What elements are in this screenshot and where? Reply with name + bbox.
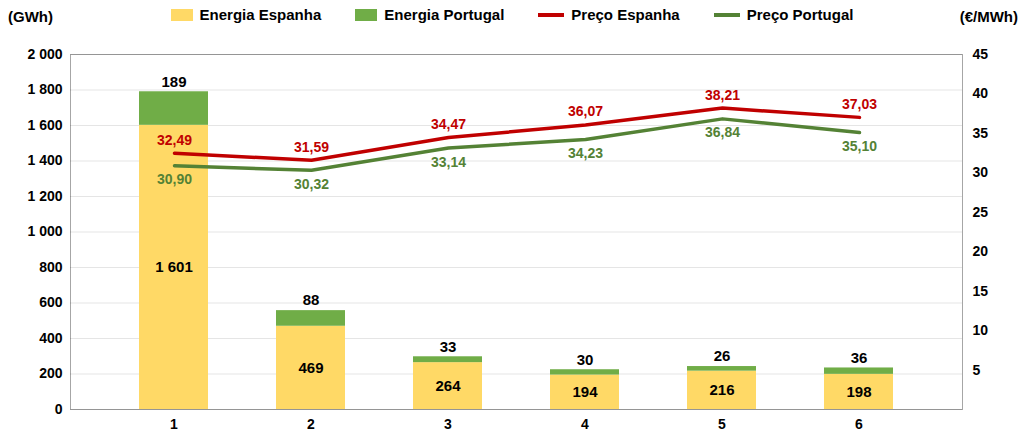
svg-text:2: 2: [307, 416, 315, 432]
svg-text:1 600: 1 600: [27, 117, 62, 133]
svg-text:40: 40: [973, 85, 989, 101]
svg-text:30: 30: [973, 164, 989, 180]
svg-text:216: 216: [709, 381, 734, 398]
svg-text:37,03: 37,03: [842, 96, 877, 112]
svg-text:198: 198: [846, 383, 871, 400]
svg-text:15: 15: [973, 283, 989, 299]
svg-text:1 400: 1 400: [27, 152, 62, 168]
svg-text:25: 25: [973, 204, 989, 220]
svg-text:36: 36: [851, 349, 868, 366]
svg-text:20: 20: [973, 243, 989, 259]
svg-text:33,14: 33,14: [431, 154, 466, 170]
html-text:Preço Espanha: Preço Espanha: [571, 6, 680, 23]
svg-text:30,32: 30,32: [294, 176, 329, 192]
svg-text:194: 194: [572, 383, 598, 400]
svg-text:2 000: 2 000: [27, 46, 62, 62]
svg-text:3: 3: [444, 416, 452, 432]
svg-text:30,90: 30,90: [157, 171, 192, 187]
svg-text:36,07: 36,07: [568, 103, 603, 119]
svg-text:36,84: 36,84: [705, 124, 740, 140]
svg-text:200: 200: [39, 365, 63, 381]
svg-text:10: 10: [973, 322, 989, 338]
svg-text:4: 4: [581, 416, 589, 432]
svg-text:1 601: 1 601: [155, 258, 193, 275]
svg-text:1: 1: [170, 416, 178, 432]
svg-text:264: 264: [435, 377, 461, 394]
svg-text:800: 800: [39, 259, 63, 275]
svg-text:0: 0: [55, 401, 63, 417]
html-text:Energia Espanha: Energia Espanha: [199, 6, 322, 23]
svg-text:38,21: 38,21: [705, 87, 740, 103]
html-text:Energia Portugal: Energia Portugal: [384, 6, 505, 23]
svg-text:469: 469: [298, 359, 323, 376]
html-text:(GWh): (GWh): [8, 8, 53, 25]
svg-text:34,47: 34,47: [431, 116, 466, 132]
html-text:(€/MWh): (€/MWh): [959, 8, 1018, 25]
svg-text:31,59: 31,59: [294, 139, 329, 155]
svg-text:34,23: 34,23: [568, 145, 603, 161]
svg-text:32,49: 32,49: [157, 132, 192, 148]
svg-text:5: 5: [973, 362, 981, 378]
svg-text:6: 6: [855, 416, 863, 432]
svg-text:26: 26: [714, 347, 731, 364]
svg-text:33: 33: [440, 338, 457, 355]
svg-text:1 200: 1 200: [27, 188, 62, 204]
svg-text:35,10: 35,10: [842, 138, 877, 154]
svg-text:88: 88: [303, 291, 320, 308]
svg-text:1 000: 1 000: [27, 223, 62, 239]
svg-text:1 800: 1 800: [27, 81, 62, 97]
svg-text:600: 600: [39, 294, 63, 310]
svg-text:35: 35: [973, 125, 989, 141]
svg-text:400: 400: [39, 330, 63, 346]
svg-text:30: 30: [577, 351, 594, 368]
svg-text:5: 5: [718, 416, 726, 432]
html-text:Preço Portugal: Preço Portugal: [746, 6, 854, 23]
svg-text:189: 189: [161, 73, 186, 90]
svg-text:45: 45: [973, 46, 989, 62]
